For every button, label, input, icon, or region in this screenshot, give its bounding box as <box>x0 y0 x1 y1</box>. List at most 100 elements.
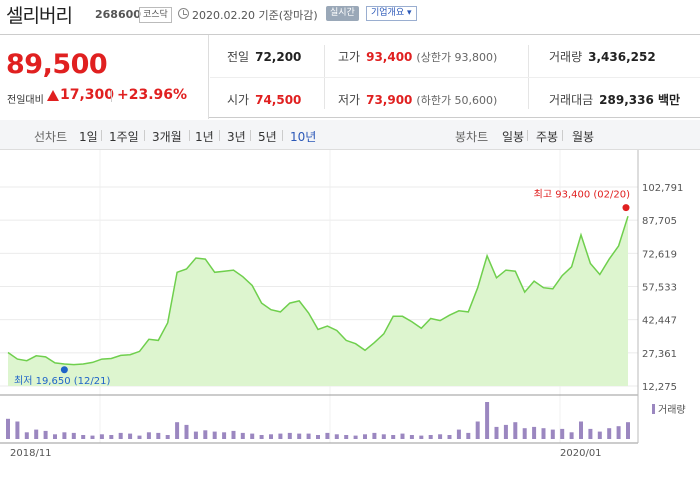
volume-bar <box>447 435 452 439</box>
divider <box>250 130 251 141</box>
volume-bar <box>550 429 555 439</box>
volume-bar <box>579 421 583 439</box>
current-price-box: 89,500 전일대비 17,300 +23.96% <box>0 35 209 119</box>
volume-bar <box>15 421 20 439</box>
as-of-date: 2020.02.20 기준(장마감) <box>192 9 318 22</box>
volume-bar <box>513 422 518 439</box>
period-1w[interactable]: 1주일 <box>109 130 139 144</box>
price-panel: 89,500 전일대비 17,300 +23.96% 전일 72,200 시가 74… <box>0 34 700 119</box>
volume-bar <box>306 433 311 439</box>
low-annotation: 최저 19,650 (12/21) <box>14 375 110 387</box>
volume-bar <box>522 428 527 439</box>
volume-bar <box>6 418 10 439</box>
stat-value: 3,436,252 <box>588 50 656 64</box>
volume-bar <box>71 432 76 439</box>
change-percent: +23.96% <box>117 87 188 103</box>
volume-bar <box>325 432 330 439</box>
stat-high: 고가 93,400 (상한가 93,800) <box>338 48 497 65</box>
period-10y[interactable]: 10년 <box>290 130 317 144</box>
stat-volume: 거래량 3,436,252 <box>549 48 656 65</box>
volume-bar <box>175 422 180 439</box>
volume-bar <box>363 434 367 439</box>
candle-chart-label[interactable]: 봉차트 <box>455 130 489 144</box>
change-label: 전일대비 <box>7 95 44 106</box>
volume-bar <box>269 434 273 439</box>
y-tick-label: 87,705 <box>642 216 677 227</box>
current-price: 89,500 <box>6 49 108 80</box>
volume-bar <box>456 429 461 439</box>
volume-bar <box>485 402 490 439</box>
volume-bar <box>344 435 349 439</box>
volume-bar <box>391 435 396 439</box>
volume-bar <box>607 428 612 439</box>
volume-bar <box>466 432 471 439</box>
volume-bar <box>109 435 114 439</box>
volume-bars <box>6 402 630 439</box>
row-divider <box>210 77 700 78</box>
period-bar: 선차트 1일 1주일 3개월 1년 3년 5년 10년 봉차트 일봉 주봉 월봉 <box>0 120 700 150</box>
volume-bar <box>400 433 405 439</box>
volume-bar <box>250 433 255 439</box>
x-axis-ticks: 2018/11 2020/01 <box>10 448 602 459</box>
volume-bar <box>532 426 537 439</box>
stock-header: 셀리버리 268600 코스닥 2020.02.20 기준(장마감) 실시간 기… <box>0 0 700 34</box>
period-5y[interactable]: 5년 <box>258 130 277 144</box>
candle-daily[interactable]: 일봉 <box>502 130 525 144</box>
stat-amount: 거래대금 289,336 백만 <box>549 91 680 108</box>
period-1d[interactable]: 1일 <box>79 130 98 144</box>
volume-bar <box>626 422 630 439</box>
volume-bar <box>372 432 377 439</box>
volume-bar <box>62 432 67 439</box>
period-1y[interactable]: 1년 <box>195 130 214 144</box>
stock-name[interactable]: 셀리버리 <box>6 5 73 27</box>
divider <box>562 130 563 141</box>
volume-bar <box>278 433 283 439</box>
volume-bar <box>560 428 565 439</box>
y-tick-label: 27,361 <box>642 349 677 360</box>
line-chart-label[interactable]: 선차트 <box>34 130 68 144</box>
stat-prev-close: 전일 72,200 <box>227 48 301 65</box>
candle-weekly[interactable]: 주봉 <box>536 130 559 144</box>
volume-bar <box>381 434 386 439</box>
up-arrow-icon <box>47 90 59 101</box>
period-3y[interactable]: 3년 <box>227 130 246 144</box>
volume-bar <box>569 432 574 439</box>
stat-open: 시가 74,500 <box>227 91 301 108</box>
stat-label: 거래량 <box>549 50 583 64</box>
stat-value: 72,200 <box>255 50 302 64</box>
volume-bar <box>259 435 264 439</box>
volume-bar <box>137 435 142 439</box>
volume-bar <box>53 434 57 439</box>
volume-bar <box>118 432 123 439</box>
period-3m[interactable]: 3개월 <box>152 130 182 144</box>
volume-bar <box>222 432 227 439</box>
volume-bar <box>34 429 39 439</box>
stock-code: 268600 <box>95 8 141 21</box>
volume-bar <box>203 430 208 439</box>
stat-label: 전일 <box>227 50 250 64</box>
company-overview-button[interactable]: 기업개요 ▾ <box>366 6 417 21</box>
upper-limit: (상한가 93,800) <box>416 51 498 64</box>
stat-label: 저가 <box>338 93 361 107</box>
y-tick-label: 12,275 <box>642 382 677 393</box>
volume-bar <box>193 431 198 439</box>
volume-bar <box>99 434 104 439</box>
volume-bar <box>231 430 236 439</box>
price-chart[interactable]: 102,791 87,705 72,619 57,533 42,447 27,361 12,… <box>0 150 700 479</box>
candle-monthly[interactable]: 월봉 <box>572 130 595 144</box>
volume-bar <box>24 432 29 439</box>
price-line <box>7 215 629 366</box>
volume-bar <box>90 435 95 439</box>
change-value: 17,300 <box>60 87 115 103</box>
volume-bar <box>81 435 86 439</box>
realtime-button[interactable]: 실시간 <box>326 6 359 21</box>
stat-value: 289,336 백만 <box>599 93 681 107</box>
clock-icon <box>178 8 189 19</box>
volume-bar <box>438 434 443 439</box>
volume-bar <box>240 432 245 439</box>
volume-bar <box>297 433 302 439</box>
volume-bar <box>494 426 499 439</box>
divider <box>189 130 190 141</box>
volume-bar <box>409 435 414 439</box>
